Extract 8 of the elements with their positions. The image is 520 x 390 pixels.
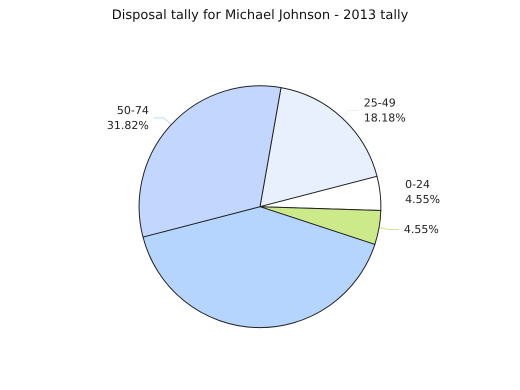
chart-title: Disposal tally for Michael Johnson - 2013 tally — [112, 8, 409, 23]
data-label: 31.82% — [106, 118, 149, 132]
data-label: 4.55% — [404, 222, 439, 236]
slice-label: 25-49 — [364, 96, 396, 110]
data-label: 18.18% — [364, 112, 406, 125]
slice-label: 0-24 — [405, 178, 430, 192]
slice-label: 50-74 — [116, 104, 149, 117]
data-label: 4.55% — [405, 193, 440, 206]
